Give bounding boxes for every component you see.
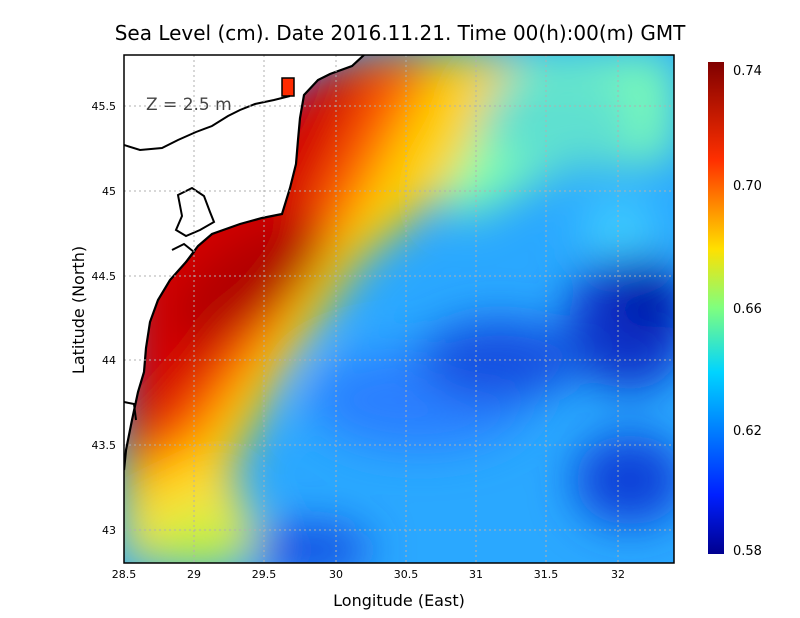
x-axis-label: Longitude (East): [333, 591, 465, 610]
y-axis-label: Latitude (North): [69, 246, 88, 374]
grid: [124, 55, 674, 563]
x-tick-label: 29.5: [252, 568, 277, 581]
x-tick-label: 31.5: [534, 568, 559, 581]
colorbar-tick-label: 0.62: [733, 424, 762, 439]
colorbar-tick-label: 0.70: [733, 179, 762, 194]
coastline-inlet: [124, 95, 291, 152]
chart-title: Sea Level (cm). Date 2016.11.21. Time 00…: [115, 21, 686, 45]
y-tick-label: 43.5: [92, 439, 117, 452]
x-tick-label: 30: [329, 568, 343, 581]
y-tick-label: 45.5: [92, 100, 117, 113]
y-tick-label: 45: [102, 185, 116, 198]
depth-label: Z = 2.5 m: [146, 95, 232, 115]
colorbar-tick-label: 0.66: [733, 302, 762, 317]
x-tick-label: 30.5: [394, 568, 419, 581]
colorbar: [708, 62, 724, 554]
y-tick-label: 44: [102, 354, 116, 367]
sea-level-field: [124, 55, 674, 563]
plot-frame: [123, 54, 675, 564]
coastline-lagoon: [174, 186, 216, 238]
y-tick-label: 44.5: [92, 270, 117, 283]
x-tick-label: 29: [187, 568, 201, 581]
x-tick-label: 32: [611, 568, 625, 581]
x-tick-label: 31: [469, 568, 483, 581]
coastline: [124, 55, 365, 471]
y-tick-label: 43: [102, 524, 116, 537]
colorbar-tick-label: 0.74: [733, 64, 762, 79]
colorbar-tick-label: 0.58: [733, 544, 762, 559]
x-tick-label: 28.5: [112, 568, 137, 581]
